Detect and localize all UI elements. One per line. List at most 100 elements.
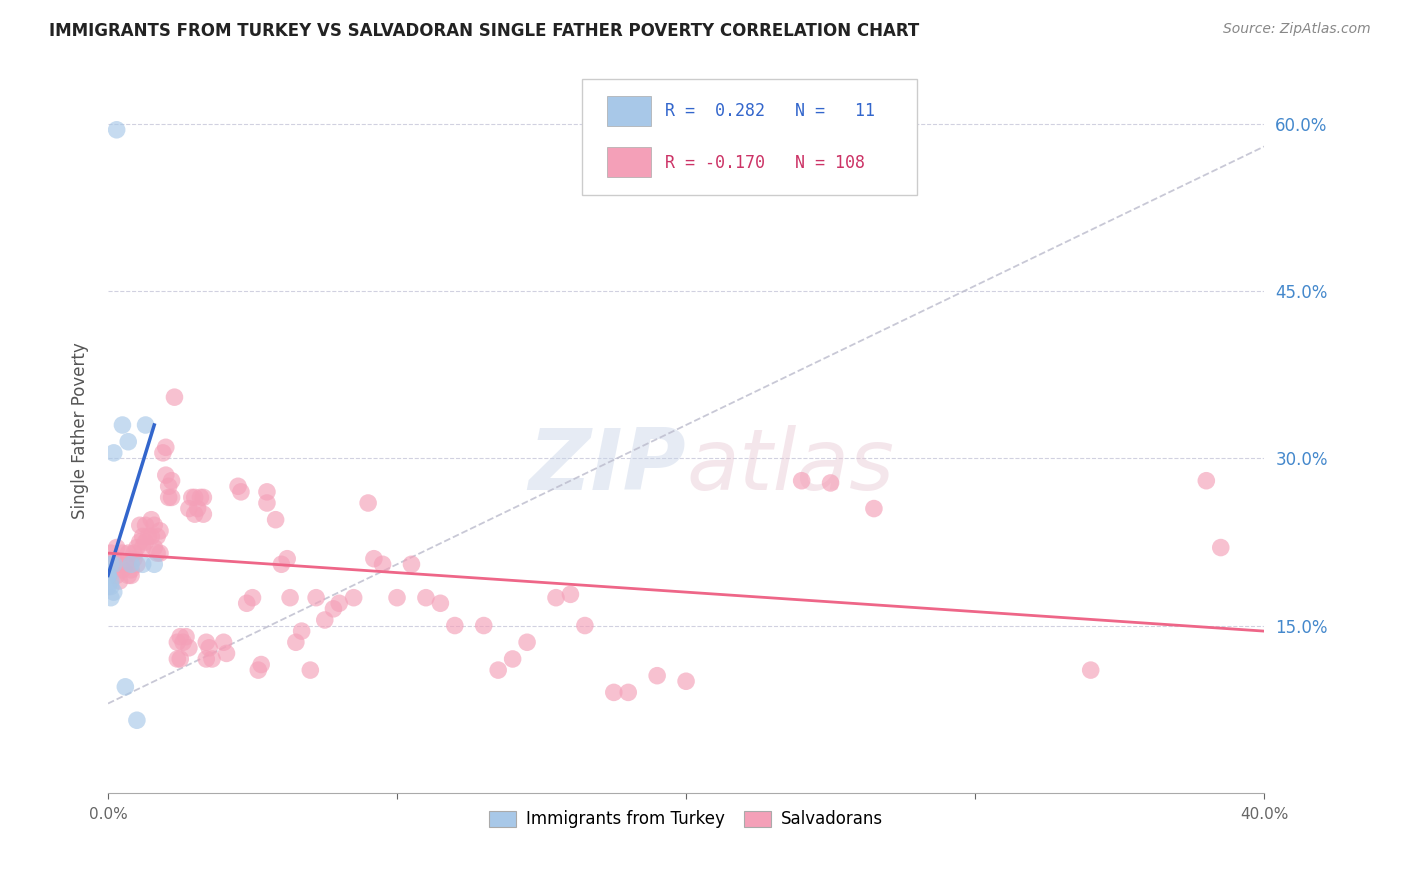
Point	[256, 496, 278, 510]
Point	[177, 640, 200, 655]
Point	[193, 507, 215, 521]
Point	[215, 647, 238, 661]
Point	[138, 529, 160, 543]
Point	[146, 529, 169, 543]
Point	[276, 551, 298, 566]
Bar	[607, 96, 651, 127]
Point	[135, 535, 157, 549]
Point	[299, 663, 322, 677]
Point	[401, 558, 423, 572]
Point	[149, 546, 172, 560]
Point	[560, 587, 582, 601]
Y-axis label: Single Father Poverty: Single Father Poverty	[72, 343, 89, 519]
Point	[117, 434, 139, 449]
Point	[270, 558, 292, 572]
Point	[103, 446, 125, 460]
Point	[242, 591, 264, 605]
Point	[120, 558, 142, 572]
Point	[172, 635, 194, 649]
Point	[103, 558, 125, 572]
Point	[174, 630, 197, 644]
Point	[114, 558, 136, 572]
Point	[250, 657, 273, 672]
Point	[357, 496, 380, 510]
Point	[790, 474, 813, 488]
Text: IMMIGRANTS FROM TURKEY VS SALVADORAN SINGLE FATHER POVERTY CORRELATION CHART: IMMIGRANTS FROM TURKEY VS SALVADORAN SIN…	[49, 22, 920, 40]
Point	[103, 551, 125, 566]
Point	[122, 546, 145, 560]
Point	[226, 479, 249, 493]
Point	[235, 596, 257, 610]
Point	[135, 417, 157, 432]
Point	[371, 558, 394, 572]
Point	[117, 546, 139, 560]
Point	[155, 468, 177, 483]
Point	[105, 568, 128, 582]
Point	[863, 501, 886, 516]
Point	[157, 479, 180, 493]
Point	[385, 591, 408, 605]
Point	[163, 390, 186, 404]
Point	[1080, 663, 1102, 677]
Legend: Immigrants from Turkey, Salvadorans: Immigrants from Turkey, Salvadorans	[482, 804, 890, 835]
Point	[574, 618, 596, 632]
Point	[247, 663, 270, 677]
Point	[603, 685, 626, 699]
Point	[105, 541, 128, 555]
Point	[111, 563, 134, 577]
Point	[152, 446, 174, 460]
Point	[143, 558, 166, 572]
Point	[343, 591, 366, 605]
Point	[256, 484, 278, 499]
Point	[128, 518, 150, 533]
Point	[131, 541, 153, 555]
Point	[157, 491, 180, 505]
Point	[429, 596, 451, 610]
Point	[125, 558, 148, 572]
Point	[125, 713, 148, 727]
Bar	[607, 146, 651, 178]
Point	[1195, 474, 1218, 488]
Point	[183, 491, 205, 505]
Point	[131, 558, 153, 572]
Point	[100, 591, 122, 605]
Point	[100, 574, 122, 588]
Point	[143, 541, 166, 555]
Point	[305, 591, 328, 605]
Point	[120, 563, 142, 577]
Text: ZIP: ZIP	[529, 425, 686, 508]
Point	[486, 663, 509, 677]
Point	[160, 474, 183, 488]
Point	[229, 484, 252, 499]
Point	[141, 529, 163, 543]
Point	[193, 491, 215, 505]
Point	[100, 580, 122, 594]
Point	[187, 501, 209, 516]
Point	[264, 513, 287, 527]
Point	[212, 635, 235, 649]
Point	[443, 618, 465, 632]
Point	[198, 640, 221, 655]
Point	[103, 585, 125, 599]
Point	[100, 558, 122, 572]
Point	[322, 602, 344, 616]
Point	[160, 491, 183, 505]
Point	[177, 501, 200, 516]
Point	[284, 635, 307, 649]
Point	[135, 518, 157, 533]
Point	[169, 630, 191, 644]
Point	[97, 568, 120, 582]
Point	[108, 574, 131, 588]
Point	[291, 624, 314, 639]
Point	[472, 618, 495, 632]
Point	[820, 475, 842, 490]
Point	[516, 635, 538, 649]
Point	[1209, 541, 1232, 555]
Point	[143, 518, 166, 533]
Point	[675, 674, 697, 689]
Point	[190, 491, 212, 505]
Point	[314, 613, 336, 627]
Point	[195, 652, 218, 666]
Point	[502, 652, 524, 666]
Point	[117, 568, 139, 582]
